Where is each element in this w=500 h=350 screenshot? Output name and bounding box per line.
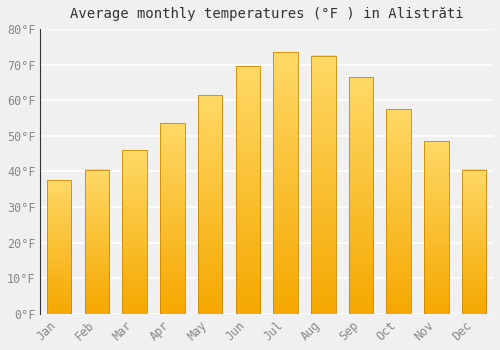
Bar — [274, 52, 298, 314]
Bar — [198, 95, 222, 314]
Bar — [47, 180, 72, 314]
Bar — [386, 109, 411, 314]
Bar — [462, 170, 486, 314]
Bar — [84, 170, 109, 314]
Bar — [160, 124, 184, 314]
Title: Average monthly temperatures (°F ) in Alistrăti: Average monthly temperatures (°F ) in Al… — [70, 7, 464, 21]
Bar — [236, 66, 260, 314]
Bar — [122, 150, 147, 314]
Bar — [311, 56, 336, 314]
Bar — [348, 77, 374, 314]
Bar — [424, 141, 448, 314]
